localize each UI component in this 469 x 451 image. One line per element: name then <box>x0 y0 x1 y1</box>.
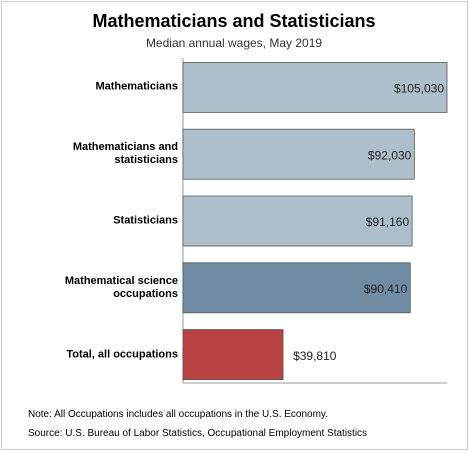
category-label: Mathematical science occupations <box>64 274 178 300</box>
category-label: Statisticians <box>113 214 178 227</box>
bar <box>182 262 411 314</box>
value-label: $39,810 <box>293 349 337 363</box>
category-label: Total, all occupations <box>66 348 178 361</box>
note: Note: All Occupations includes all occup… <box>28 409 328 420</box>
bar <box>182 62 448 113</box>
value-label: $90,410 <box>364 282 408 296</box>
category-label: Mathematicians <box>95 80 178 93</box>
category-label: Mathematicians and statisticians <box>72 141 178 167</box>
value-label: $105,030 <box>394 82 444 96</box>
bar <box>182 329 284 381</box>
chart-title: Mathematicians and Statisticians <box>92 11 375 31</box>
value-label: $92,030 <box>368 148 412 162</box>
bar <box>182 128 415 180</box>
value-label: $91,160 <box>366 215 410 229</box>
chart-subtitle: Median annual wages, May 2019 <box>146 36 322 50</box>
source: Source: U.S. Bureau of Labor Statistics,… <box>28 428 368 439</box>
bar <box>182 195 413 247</box>
